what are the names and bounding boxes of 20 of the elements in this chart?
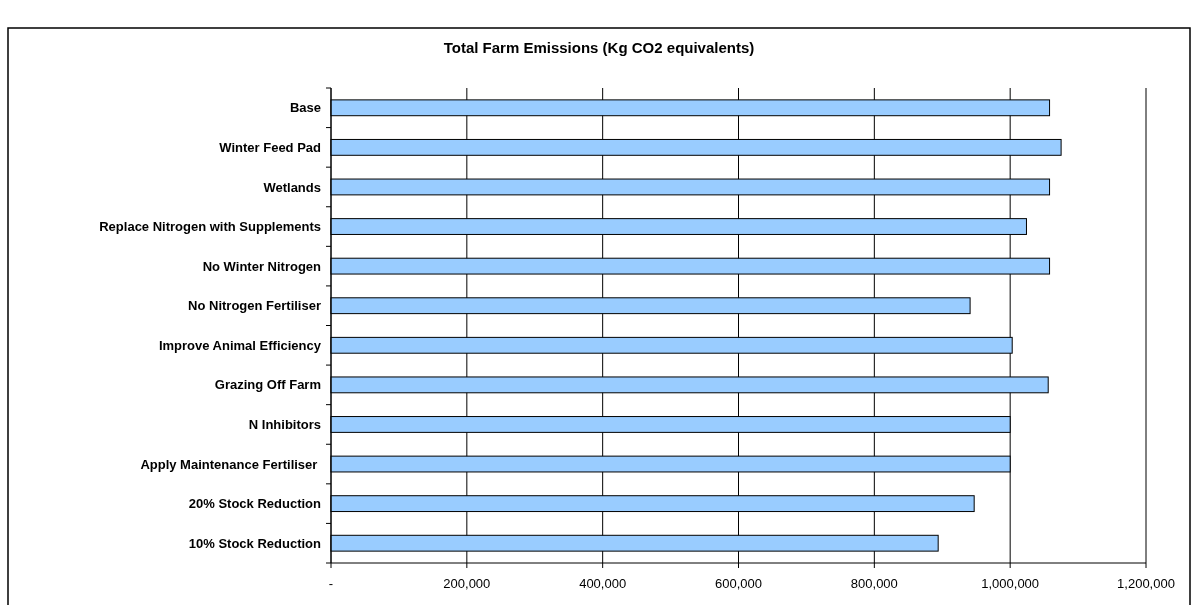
y-tick-label: Apply Maintenance Fertiliser <box>140 456 321 472</box>
y-tick-label: Wetlands <box>263 179 321 195</box>
y-tick-label: No Winter Nitrogen <box>202 258 322 274</box>
y-tick-label: Improve Animal Efficiency <box>158 337 322 353</box>
chart-title: Total Farm Emissions (Kg CO2 equivalents) <box>443 39 755 56</box>
y-tick-label: Winter Feed Pad <box>219 139 322 155</box>
x-tick-label: 200,000 <box>443 576 491 591</box>
x-tick-label: - <box>328 576 334 591</box>
x-tick-label: 1,000,000 <box>981 576 1040 591</box>
x-tick-label: 400,000 <box>579 576 627 591</box>
y-tick-label: N Inhibitors <box>248 417 321 433</box>
y-tick-label: 10% Stock Reduction <box>188 535 322 551</box>
y-tick-label: Replace Nitrogen with Supplements <box>99 219 321 235</box>
y-tick-label: 20% Stock Reduction <box>188 496 322 512</box>
x-tick-label: 800,000 <box>850 576 898 591</box>
x-tick-label: 1,200,000 <box>1117 576 1175 591</box>
y-tick-label: Grazing Off Farm <box>214 377 321 393</box>
y-tick-label: Base <box>289 100 321 116</box>
x-tick-label: 600,000 <box>715 576 762 591</box>
y-tick-label: No Nitrogen Fertiliser <box>188 298 321 314</box>
